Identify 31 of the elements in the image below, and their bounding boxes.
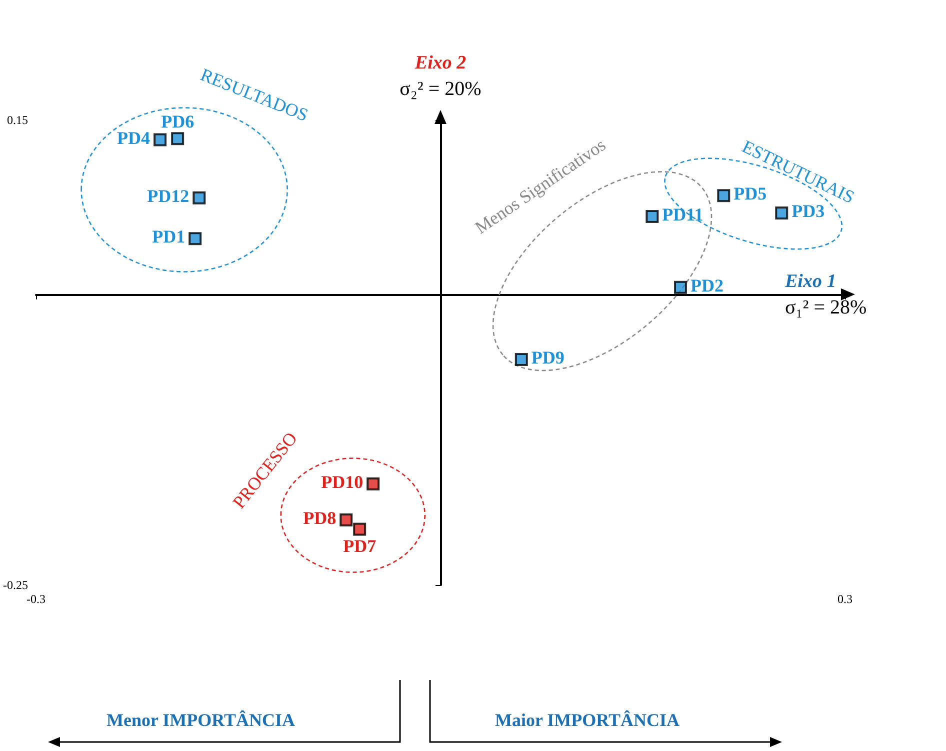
annotation: PD9: [531, 347, 564, 368]
x-tick-label: -0.3: [26, 592, 46, 606]
text: Maior IMPORTÂNCIA: [495, 710, 680, 730]
y-tick-label: -0.25: [2, 578, 28, 592]
x-axis-title: Eixo 1 σ₁² = 28%: [784, 270, 867, 318]
point: [646, 210, 659, 223]
point: [366, 477, 380, 490]
annotation: PD7: [343, 536, 376, 556]
annotation: PD11: [662, 204, 704, 224]
point: [353, 522, 366, 536]
point: [775, 206, 788, 220]
point: [514, 352, 528, 366]
annotation: PD12: [147, 186, 190, 206]
point: [717, 189, 730, 202]
annotation: PD10: [321, 472, 364, 492]
point: [192, 191, 206, 204]
annotation: PD2: [690, 275, 724, 296]
point: [171, 132, 184, 146]
x-tick-label: 0.3: [838, 592, 852, 606]
y-axis-title: Eixo 2 σ₂² = 20%: [400, 52, 482, 100]
annotation: PD8: [303, 508, 336, 528]
y-tick-label: 0.15: [6, 113, 28, 127]
annotation: PD1: [152, 226, 186, 247]
annotation: PD4: [117, 128, 150, 148]
point: [340, 513, 353, 526]
point: [674, 280, 688, 294]
annotation: PD3: [792, 201, 825, 221]
point: [188, 232, 202, 246]
text: Menor IMPORTÂNCIA: [106, 710, 295, 730]
point: [154, 133, 167, 146]
annotation: PD6: [161, 112, 194, 132]
